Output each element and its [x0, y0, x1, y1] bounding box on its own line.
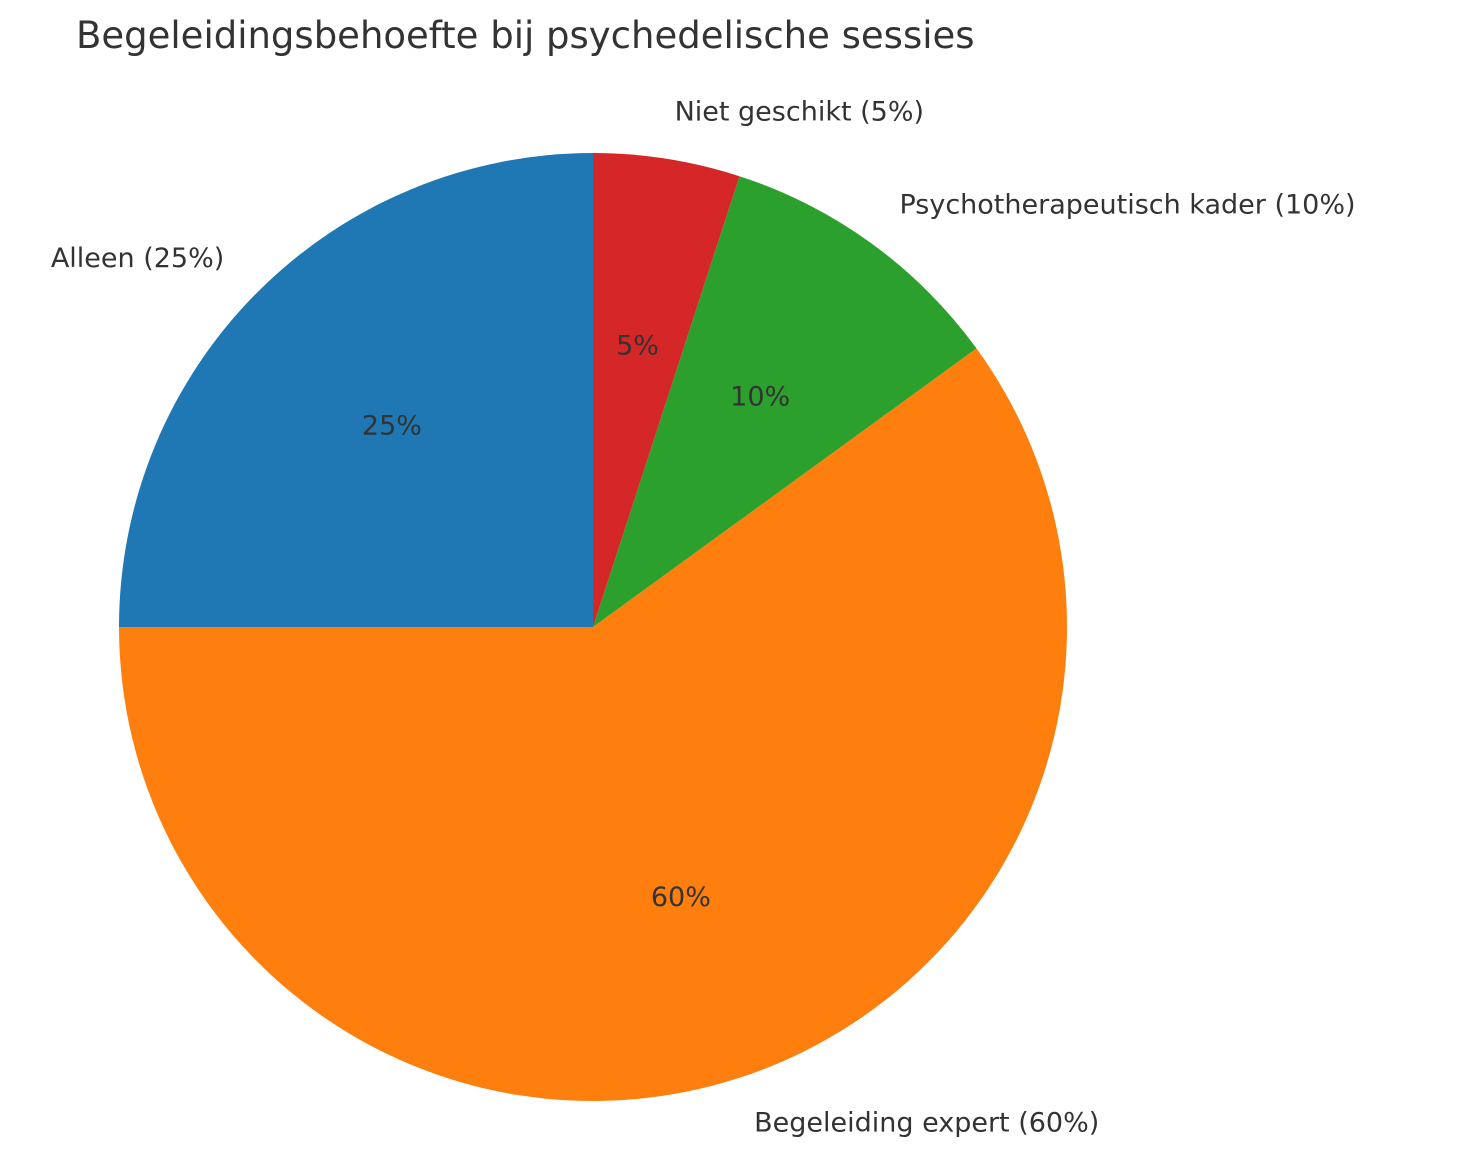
chart-title: Begeleidingsbehoefte bij psychedelische … — [76, 14, 975, 57]
slice-percentage-label: 10% — [730, 381, 790, 412]
slice-category-label: Psychotherapeutisch kader (10%) — [899, 190, 1355, 221]
pie-slice-psychotherapeutisch-kader — [593, 176, 977, 627]
pie-slice-begeleiding-expert — [119, 348, 1067, 1102]
slice-category-label: Niet geschikt (5%) — [675, 97, 924, 128]
pie-slice-alleen — [119, 153, 593, 627]
slice-percentage-label: 60% — [651, 882, 711, 913]
slice-category-label: Begeleiding expert (60%) — [754, 1107, 1099, 1138]
slice-category-label: Alleen (25%) — [51, 243, 224, 274]
slice-percentage-label: 5% — [616, 331, 659, 362]
pie-slice-niet-geschikt — [593, 153, 740, 627]
slice-percentage-label: 25% — [362, 410, 422, 441]
